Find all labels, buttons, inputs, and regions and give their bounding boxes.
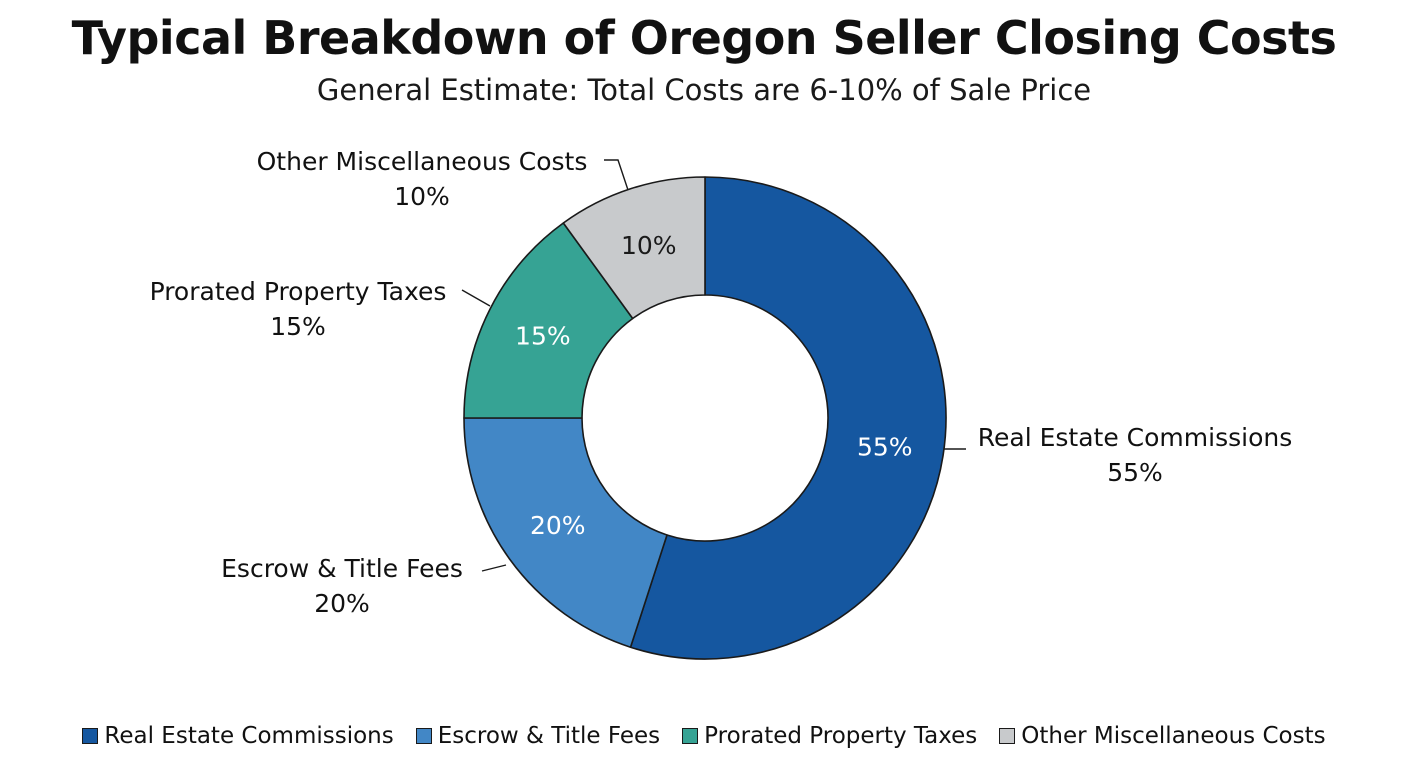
legend-label: Other Miscellaneous Costs [1021,723,1326,749]
legend-swatch [415,728,432,744]
legend-label: Real Estate Commissions [104,723,394,749]
slice-label-real-estate-commissions: 55% [857,432,913,461]
callout-name-real-estate-commissions: Real Estate Commissions [978,423,1292,452]
legend-swatch [999,728,1016,744]
legend-swatch [82,728,99,744]
callout-name-other-miscellaneous-costs: Other Miscellaneous Costs [257,147,588,176]
callout-line-other-miscellaneous-costs [604,159,629,191]
donut-slice-escrow-title-fees [463,417,668,649]
slice-label-prorated-property-taxes: 15% [515,321,571,350]
callout-labels: Real Estate Commissions 55% Escrow & Title… [150,147,1293,618]
slice-label-other-miscellaneous-costs: 10% [621,231,677,260]
callout-percent-other-miscellaneous-costs: 10% [394,182,450,211]
slice-value-labels: 55% 20% 15% 10% [515,231,913,540]
legend-item-prorated-property-taxes: Prorated Property Taxes [682,723,977,749]
donut-slice-real-estate-commissions [629,176,947,660]
donut-slice-prorated-property-taxes [463,222,634,419]
legend-item-escrow-title-fees: Escrow & Title Fees [415,723,661,749]
callout-percent-escrow-title-fees: 20% [314,589,370,618]
chart-subtitle: General Estimate: Total Costs are 6-10% … [316,73,1092,107]
callout-name-escrow-title-fees: Escrow & Title Fees [221,554,463,583]
callout-name-prorated-property-taxes: Prorated Property Taxes [150,277,447,306]
legend-item-real-estate-commissions: Real Estate Commissions [82,723,394,749]
donut-slices [463,176,947,660]
legend-label: Prorated Property Taxes [704,723,978,749]
donut-slice-other-miscellaneous-costs [562,176,706,320]
callout-percent-prorated-property-taxes: 15% [270,312,326,341]
callout-percent-real-estate-commissions: 55% [1107,458,1163,487]
legend-swatch [682,728,699,744]
legend-item-other-miscellaneous-costs: Other Miscellaneous Costs [999,723,1326,749]
legend-label: Escrow & Title Fees [437,723,661,749]
callout-line-prorated-property-taxes [461,289,491,307]
chart-title: Typical Breakdown of Oregon Seller Closi… [71,11,1337,65]
chart-legend: Real Estate Commissions Escrow & Title F… [0,716,1408,756]
callout-line-escrow-title-fees [481,564,507,572]
slice-label-escrow-title-fees: 20% [530,511,586,540]
